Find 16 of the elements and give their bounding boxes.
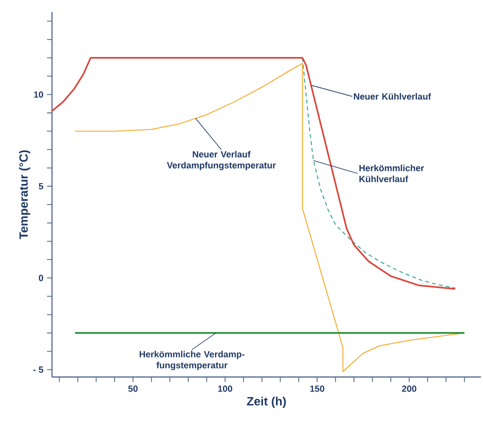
line-series <box>302 57 456 288</box>
annotation: Neuer Kühlverlauf <box>354 93 432 100</box>
annotation: Herkömmliche Verdamp-fungstemperatur <box>140 350 244 370</box>
x-tick-label: 200 <box>402 385 416 392</box>
y-tick-label: 5 <box>38 183 44 190</box>
y-tick-label: 0 <box>38 274 44 282</box>
line-series <box>51 57 456 290</box>
x-axis-title: Zeit (h) <box>246 396 286 408</box>
y-tick-label: 10 <box>34 91 44 98</box>
annotation: Herkömmlicher Kühlverlauf <box>359 164 424 182</box>
y-axis-title: Temperatur (°C) <box>19 150 30 240</box>
x-tick-label: 150 <box>310 385 324 392</box>
y-tick-label: - 5 <box>33 366 44 373</box>
x-tick-label: 100 <box>218 385 232 392</box>
annotation: Neuer Verlauf Verdampfungstemperatur <box>166 150 276 170</box>
x-tick-label: 50 <box>128 385 138 392</box>
